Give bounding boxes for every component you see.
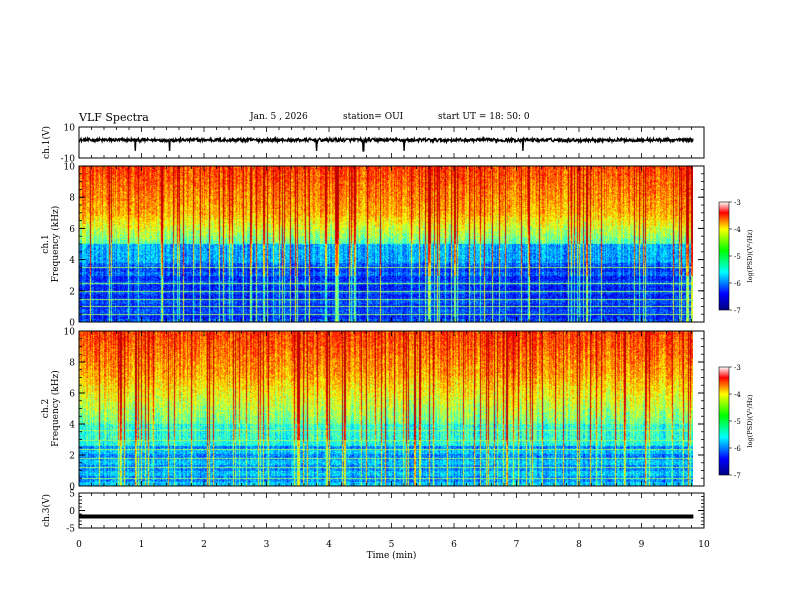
ch1-spectrogram-channel-label: ch.1 [41, 234, 51, 253]
ch1-spectrogram-colorbar-tick-label: -3 [734, 199, 741, 207]
ch2-spectrogram-ylabel: Frequency (kHz) [50, 370, 61, 447]
x-tick-label: 9 [639, 540, 645, 550]
ch2-spectrogram-colorbar [718, 366, 730, 476]
ch3-waveform-frame [78, 492, 705, 529]
ch2-spectrogram-channel-label: ch.2 [41, 399, 51, 418]
ch2-spectrogram-colorbar-label: log(PSD)(V²/Hz) [746, 394, 754, 447]
ch1-spectrogram-colorbar-tick-label: -7 [734, 307, 741, 315]
ch2-spectrogram-colorbar-tick-label: -4 [734, 391, 741, 399]
x-tick-label: 6 [451, 540, 457, 550]
x-tick-label: 7 [514, 540, 520, 550]
ch1-spectrogram-ytick-label: 2 [69, 287, 75, 297]
ch1-waveform-trace [78, 135, 694, 152]
start-time-label: start UT = 18: 50: 0 [438, 112, 530, 122]
date-label: Jan. 5 , 2026 [250, 112, 308, 122]
ch1-spectrogram-colorbar-tick-label: -6 [734, 280, 741, 288]
x-tick-label: 1 [139, 540, 145, 550]
ch2-spectrogram-ytick-label: 0 [69, 483, 75, 493]
ch2-spectrogram-colorbar-tick-label: -3 [734, 364, 741, 372]
ch1-spectrogram-ytick-label: 0 [69, 319, 75, 329]
ch2-spectrogram-image [79, 331, 693, 486]
ch1-spectrogram-colorbar-label: log(PSD)(V²/Hz) [746, 229, 754, 282]
ch1-waveform-ylabel: ch.1(V) [41, 126, 52, 159]
ch1-spectrogram-ytick-label: 4 [69, 256, 75, 266]
ch1-spectrogram-ylabel: Frequency (kHz) [50, 206, 61, 283]
ch3-waveform-ylabel: ch.3(V) [41, 494, 52, 527]
ch1-spectrogram-ytick-label: 8 [69, 194, 75, 204]
ch3-waveform-ytick-label: 0 [69, 507, 75, 517]
ch1-spectrogram-colorbar-tick-label: -5 [734, 253, 741, 261]
ch3-waveform-ytick-label: -5 [66, 525, 75, 535]
ch2-spectrogram-ytick-label: 2 [69, 452, 75, 462]
ch1-spectrogram-ytick-label: 6 [69, 225, 75, 235]
ch3-waveform-ytick-label: 5 [69, 490, 75, 500]
ch1-spectrogram-colorbar [718, 201, 730, 311]
station-label: station= OUI [343, 112, 404, 122]
ch1-waveform-ytick-label: 10 [64, 124, 76, 134]
x-tick-label: 10 [698, 540, 710, 550]
ch1-waveform-ytick-label: -10 [61, 155, 76, 165]
x-tick-label: 4 [326, 540, 332, 550]
ch2-spectrogram-colorbar-tick-label: -7 [734, 472, 741, 480]
x-axis-label: Time (min) [367, 550, 417, 561]
ch2-spectrogram-colorbar-tick-label: -5 [734, 418, 741, 426]
ch2-spectrogram-ytick-label: 8 [69, 359, 75, 369]
ch2-spectrogram-ytick-label: 10 [64, 328, 76, 338]
figure-title: VLF Spectra [79, 111, 149, 124]
ch1-spectrogram-image [79, 166, 693, 322]
ch2-spectrogram-ytick-label: 6 [69, 390, 75, 400]
x-tick-label: 5 [389, 540, 395, 550]
ch1-spectrogram-colorbar-tick-label: -4 [734, 226, 741, 234]
x-tick-label: 3 [264, 540, 270, 550]
x-tick-label: 0 [76, 540, 82, 550]
ch2-spectrogram-ytick-label: 4 [69, 421, 75, 431]
ch2-spectrogram-colorbar-tick-label: -6 [734, 445, 741, 453]
x-tick-label: 2 [201, 540, 207, 550]
ch1-spectrogram-ytick-label: 10 [64, 163, 76, 173]
x-tick-label: 8 [576, 540, 582, 550]
